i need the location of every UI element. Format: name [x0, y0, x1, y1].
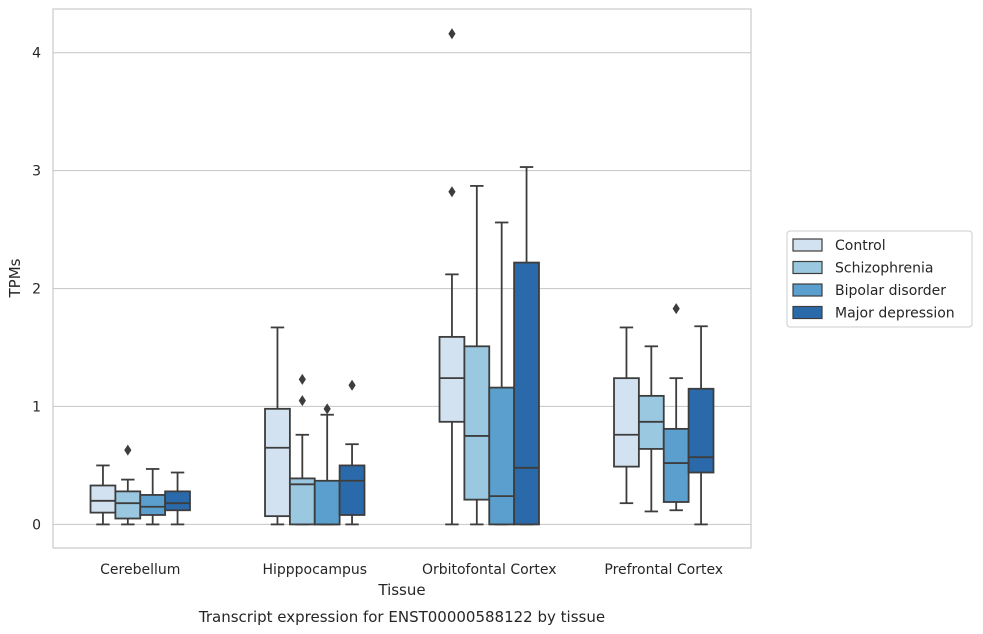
box-iqr — [463, 345, 491, 501]
legend-swatch — [792, 305, 823, 320]
box-iqr — [288, 477, 316, 526]
box-iqr — [438, 335, 466, 423]
box-iqr — [89, 484, 117, 514]
legend-label: Control — [835, 238, 886, 254]
box-iqr — [488, 386, 516, 526]
x-axis-title: Tissue — [377, 581, 425, 599]
box-iqr — [164, 490, 191, 512]
box-major-depression — [513, 166, 540, 526]
x-tick-labels: Cerebellum Hipppocampus Orbitofontal Corte… — [100, 562, 723, 578]
box-series — [89, 28, 715, 526]
outlier-point — [298, 395, 306, 407]
outlier-point — [448, 186, 456, 198]
x-tick-label: Orbitofontal Cortex — [422, 562, 557, 578]
box-iqr — [139, 494, 167, 516]
y-tick-labels: 0 1 2 3 4 — [32, 46, 41, 534]
y-axis-title: TPMs — [6, 258, 24, 298]
legend-frame — [786, 230, 973, 328]
y-tick-label: 3 — [32, 164, 41, 180]
x-tick-label: Prefrontal Cortex — [604, 562, 723, 578]
box-iqr — [338, 464, 366, 516]
y-tick-label: 2 — [32, 282, 41, 298]
outlier-point — [298, 373, 306, 385]
box-major-depression — [687, 325, 715, 526]
x-tick-label: Hipppocampus — [262, 562, 367, 578]
box-iqr — [114, 490, 142, 520]
plot-background — [53, 9, 751, 548]
outlier-point — [448, 28, 456, 40]
outlier-point — [323, 403, 331, 415]
y-tick-label: 1 — [32, 399, 41, 415]
box-iqr — [662, 427, 690, 503]
box-iqr — [513, 261, 540, 526]
legend-swatch — [792, 238, 823, 252]
box-schizophrenia — [637, 345, 665, 513]
y-tick-label: 4 — [32, 46, 41, 62]
x-tick-label: Cerebellum — [100, 562, 180, 578]
figure-caption: Transcript expression for ENST0000058812… — [198, 608, 605, 626]
box-control — [264, 326, 291, 526]
box-bipolar-disorder — [313, 403, 341, 526]
y-tick-label: 0 — [32, 517, 41, 533]
box-iqr — [313, 479, 341, 526]
box-iqr — [613, 377, 640, 468]
outlier-point — [672, 303, 680, 315]
box-iqr — [264, 407, 291, 518]
legend-label: Major depression — [835, 306, 955, 322]
legend-label: Schizophrenia — [835, 261, 933, 277]
box-iqr — [687, 387, 715, 474]
box-control — [438, 28, 466, 526]
outlier-point — [348, 379, 356, 391]
box-major-depression — [338, 379, 366, 526]
legend-label: Bipolar disorder — [835, 283, 946, 299]
box-schizophrenia — [114, 444, 142, 526]
legend-swatch — [792, 283, 823, 297]
box-major-depression — [164, 471, 191, 526]
legend: Control Schizophrenia Bipolar disorder Majo… — [786, 230, 973, 328]
legend-swatch — [792, 260, 823, 275]
plot-frame — [52, 8, 752, 549]
outlier-point — [124, 444, 132, 456]
box-bipolar-disorder — [662, 303, 690, 512]
box-control — [613, 326, 640, 505]
